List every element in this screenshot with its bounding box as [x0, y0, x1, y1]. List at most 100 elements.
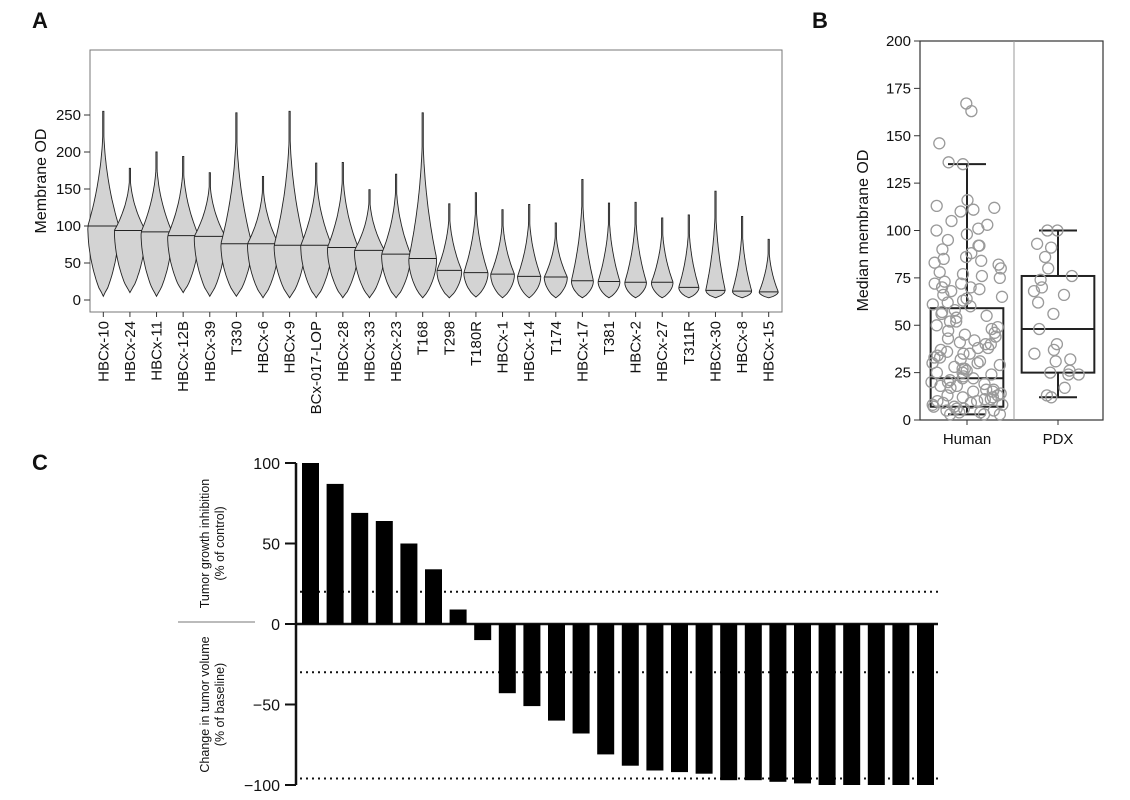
data-point: [965, 104, 978, 118]
x-tick-label: T168: [415, 321, 432, 355]
bar: [474, 624, 492, 641]
y-tick-label: 100: [56, 218, 81, 235]
x-tick-label: HBCx-9: [282, 321, 299, 374]
data-point: [933, 266, 946, 279]
y-tick-label: 50: [894, 317, 911, 334]
bar: [646, 624, 664, 771]
bar: [523, 624, 541, 707]
data-point: [938, 275, 951, 288]
bar: [917, 624, 934, 785]
bar: [597, 624, 615, 755]
data-point: [1027, 284, 1041, 298]
x-tick-label: HBCx-28: [335, 321, 352, 382]
data-point: [926, 356, 939, 370]
x-tick-label: HBCx-2: [628, 321, 645, 374]
data-point: [1047, 343, 1061, 357]
data-point: [988, 201, 1001, 214]
x-tick-label: T174: [548, 321, 565, 355]
data-point: [1033, 322, 1046, 336]
bar: [326, 483, 344, 624]
bar: [425, 569, 442, 624]
data-point: [950, 311, 963, 324]
bar: [671, 624, 688, 773]
bar: [744, 624, 762, 781]
violin: [650, 217, 674, 299]
data-point: [930, 319, 943, 332]
data-point: [980, 309, 993, 322]
data-point: [995, 290, 1009, 303]
bar: [351, 512, 369, 624]
x-tick-label: HBCx-27: [654, 321, 671, 382]
y-title-bottom-line1: Change in tumor volume: [198, 636, 212, 772]
data-point: [958, 362, 971, 375]
data-point: [994, 262, 1007, 275]
data-point: [1031, 296, 1045, 309]
data-point: [1030, 237, 1044, 250]
bar: [867, 624, 885, 785]
data-point: [984, 338, 997, 351]
bar: [375, 521, 393, 624]
data-point: [936, 243, 949, 256]
data-point: [925, 375, 938, 389]
violin: [247, 175, 279, 299]
x-tick-label: HBCx-33: [361, 321, 378, 382]
data-point: [987, 404, 1000, 417]
data-point: [968, 334, 981, 347]
data-point: [935, 281, 949, 294]
data-point: [941, 332, 955, 345]
y-tick-label: 150: [56, 181, 81, 198]
data-point: [933, 137, 946, 150]
y-tick-label: 0: [271, 617, 280, 634]
violin: [436, 203, 463, 299]
data-point: [975, 269, 989, 283]
bar: [302, 463, 319, 624]
violin: [140, 151, 173, 298]
y-axis-title: Median membrane OD: [855, 150, 872, 312]
data-point: [942, 324, 955, 338]
data-point: [1041, 224, 1054, 237]
bar: [695, 624, 713, 774]
violin: [758, 238, 779, 299]
data-point: [960, 292, 973, 305]
data-point: [954, 205, 967, 218]
data-point: [953, 336, 967, 349]
data-point: [956, 391, 969, 404]
data-point: [964, 281, 977, 294]
x-tick-label: HBCx-12B: [175, 321, 192, 392]
data-point: [941, 389, 954, 402]
x-tick-label: BCx-017-LOP: [308, 321, 325, 414]
data-point: [981, 341, 995, 355]
data-point: [979, 338, 992, 351]
violin: [300, 162, 333, 299]
y-tick-label: 200: [56, 144, 81, 161]
y-tick-label: 200: [886, 33, 911, 50]
data-point: [1047, 307, 1060, 321]
data-point: [948, 360, 961, 374]
data-point: [993, 271, 1006, 285]
violin: [570, 178, 594, 299]
x-tick-label: HBCx-14: [521, 321, 538, 382]
data-point: [928, 351, 941, 364]
data-point: [1064, 353, 1077, 366]
violin: [353, 189, 385, 299]
data-point: [944, 381, 957, 394]
violin: [624, 201, 647, 299]
data-point: [945, 214, 958, 228]
violin: [167, 155, 200, 294]
bar: [892, 624, 910, 785]
data-point: [1062, 368, 1075, 381]
violin: [490, 209, 515, 299]
data-point: [1044, 366, 1057, 379]
data-point: [957, 347, 970, 360]
y-tick-label: 150: [886, 128, 911, 145]
y-tick-label: 100: [253, 456, 280, 473]
data-point: [972, 222, 985, 235]
data-point: [1051, 224, 1064, 237]
data-point: [993, 358, 1006, 372]
data-point: [1034, 273, 1047, 286]
data-point: [971, 341, 985, 355]
bar: [572, 624, 590, 734]
data-point: [984, 393, 997, 406]
data-point: [950, 315, 963, 328]
violin: [463, 192, 489, 298]
